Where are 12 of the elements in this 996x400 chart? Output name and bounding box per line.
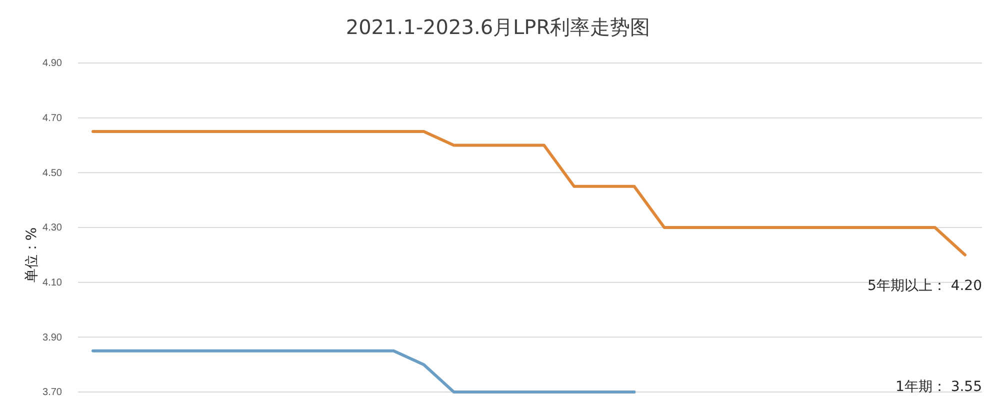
y-tick-label: 3.70 [42,387,62,398]
y-tick-label: 4.90 [42,58,62,70]
y-axis-title: 单位：% [24,227,40,283]
line-series [92,130,966,256]
annotation: 5年期以上： 4.20 [867,278,982,294]
y-tick-label: 3.90 [42,332,62,344]
annotation: 1年期： 3.55 [895,379,982,395]
y-tick-label: 4.10 [42,278,62,289]
y-tick-label: 4.50 [42,168,62,179]
y-tick-label: 4.70 [42,113,62,124]
chart-title: 2021.1-2023.6月LPR利率走势图 [346,15,650,39]
y-tick-label: 4.30 [42,222,62,234]
